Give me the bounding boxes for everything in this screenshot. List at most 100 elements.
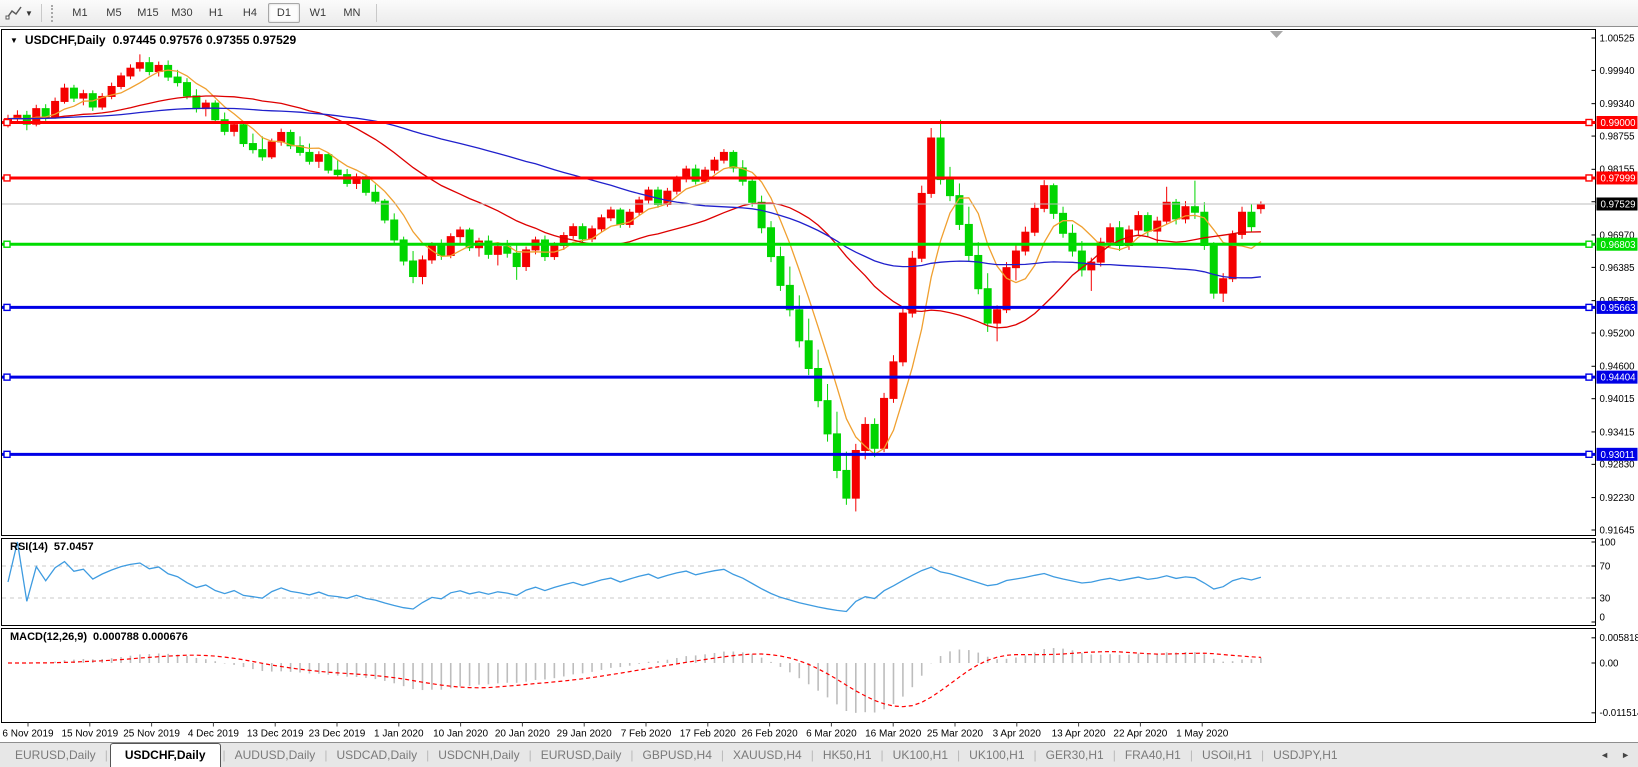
price-axis-tick-label: 0.99340 [1600, 99, 1636, 110]
date-axis-label: 25 Nov 2019 [123, 729, 180, 740]
chart-tab-usoil-h1-13[interactable]: USOil,H1 [1201, 748, 1252, 762]
toolbar-grip-handle[interactable] [50, 4, 57, 22]
chart-tab-usdcnh-daily-4[interactable]: USDCNH,Daily [438, 748, 520, 762]
timeframe-toolbar: ▼ M1 M5 M15 M30 H1 H4 D1 W1 MN [0, 0, 1638, 27]
chart-shift-marker-icon[interactable] [1270, 31, 1283, 38]
candle-body-bull [1256, 203, 1265, 210]
toolbar-dropdown-caret-icon[interactable]: ▼ [25, 8, 33, 18]
tab-separator: | [810, 748, 814, 762]
price-axis-tick-label: 0.98155 [1600, 165, 1635, 176]
hline-price-tag-0.93011-text: 0.93011 [1601, 450, 1635, 461]
timeframe-button-d1[interactable]: D1 [267, 3, 300, 23]
hline-handle-0.99000[interactable] [1585, 118, 1593, 127]
candle-body-bear [220, 119, 229, 132]
timeframe-button-m30[interactable]: M30 [171, 7, 193, 19]
timeframe-button-mn[interactable]: MN [343, 7, 361, 19]
chart-tab-usdchf-daily-1[interactable]: USDCHF,Daily [109, 743, 221, 767]
hline-handle-0.97999[interactable] [3, 174, 11, 182]
chart-tab-usdcad-daily-3[interactable]: USDCAD,Daily [336, 748, 418, 762]
timeframe-button-group: M1 M5 M15 M30 H1 H4 D1 W1 MN [64, 3, 368, 23]
candle-body-bull [861, 423, 870, 451]
candle-body-bull [1002, 267, 1011, 311]
chart-tab-ger30-h1-11[interactable]: GER30,H1 [1045, 748, 1104, 762]
hline-handle-0.99000[interactable] [3, 118, 11, 127]
candle-body-bull [635, 199, 644, 213]
tab-separator: | [880, 748, 884, 762]
candle-body-bull [230, 124, 239, 132]
date-axis-label: 13 Dec 2019 [247, 729, 304, 740]
chart-tab-bar: EURUSD,Daily | USDCHF,Daily | AUDUSD,Daily | U… [0, 742, 1638, 767]
toolbar-separator-end [375, 4, 377, 22]
hline-handle-0.96803[interactable] [1585, 240, 1593, 248]
candle-body-bull [908, 257, 917, 314]
timeframe-button-h4[interactable]: H4 [242, 7, 257, 19]
candle-body-bear [1059, 212, 1068, 234]
chart-tab-eurusd-daily-0[interactable]: EURUSD,Daily [15, 748, 96, 762]
timeframe-button-w1[interactable]: W1 [309, 7, 327, 19]
candle-body-bull [522, 249, 531, 268]
tab-scroll-right-icon[interactable]: ► [1621, 750, 1630, 760]
candle-body-bull [154, 64, 163, 73]
candle-body-bull [1181, 206, 1190, 220]
date-axis-label: 4 Dec 2019 [188, 729, 240, 740]
candle-body-bull [889, 361, 898, 399]
candle-body-bull [456, 229, 465, 238]
hline-handle-0.95663[interactable] [3, 303, 11, 312]
tab-separator: | [1112, 748, 1116, 762]
chart-context-caret-icon[interactable]: ▼ [10, 35, 18, 45]
chart-tab-hk50-h1-8[interactable]: HK50,H1 [822, 748, 872, 762]
hline-handle-0.94404[interactable] [3, 373, 11, 381]
chart-tab-uk100-h1-10[interactable]: UK100,H1 [969, 748, 1025, 762]
hline-handle-0.97999[interactable] [1585, 174, 1593, 182]
candle-body-bull [98, 95, 107, 108]
candle-body-bear [776, 256, 785, 286]
hline-price-tag-0.97999-box [1596, 171, 1638, 185]
hline-handle-0.94404[interactable] [1585, 373, 1593, 381]
candle-body-bull [993, 309, 1002, 324]
timeframe-button-h1[interactable]: H1 [208, 7, 223, 19]
candle-body-bear [785, 284, 794, 311]
tab-scroll-left-icon[interactable]: ◄ [1600, 750, 1610, 760]
candle-body-bear [1068, 232, 1077, 252]
date-axis-label: 1 May 2020 [1176, 729, 1229, 740]
chart-tab-eurusd-daily-5[interactable]: EURUSD,Daily [540, 748, 622, 762]
tab-separator: | [104, 748, 108, 762]
candle-body-bull [418, 259, 427, 278]
candle-body-bull [1238, 211, 1247, 235]
candle-body-bear [22, 114, 31, 125]
chart-tab-uk100-h1-9[interactable]: UK100,H1 [892, 748, 949, 762]
date-axis-label: 22 Apr 2020 [1113, 729, 1167, 740]
hline-price-tag-0.99000-box [1596, 115, 1638, 129]
hline-handle-0.93011[interactable] [1585, 450, 1593, 459]
rsi-axis-label: 100 [1600, 537, 1617, 548]
candle-body-bull [606, 209, 615, 219]
date-axis-label: 1 Jan 2020 [374, 729, 424, 740]
macd-values-label: 0.000788 0.000676 [93, 631, 188, 643]
price-axis-tick-label: 0.91645 [1600, 525, 1635, 536]
macd-axis-label: 0.00 [1600, 658, 1619, 669]
timeframe-button-m5[interactable]: M5 [106, 7, 122, 19]
tab-separator: | [528, 748, 532, 762]
line-studies-icon[interactable] [5, 5, 23, 21]
candle-body-bear [1049, 185, 1058, 214]
chart-canvas[interactable]: 1.00525 0.99940 0.99340 0.98755 0.98155 0.975… [0, 0, 1638, 742]
timeframe-button-m1[interactable]: M1 [72, 7, 88, 19]
chart-tab-xauusd-h4-7[interactable]: XAUUSD,H4 [733, 748, 802, 762]
date-axis-label: 26 Feb 2020 [742, 729, 799, 740]
chart-tab-usdjpy-h1-14[interactable]: USDJPY,H1 [1273, 748, 1338, 762]
hline-handle-0.95663[interactable] [1585, 303, 1593, 312]
hline-price-tag-0.94404-text: 0.94404 [1601, 373, 1637, 384]
timeframe-button-m15[interactable]: M15 [137, 7, 159, 19]
hline-handle-0.96803[interactable] [3, 240, 11, 248]
hline-handle-0.93011[interactable] [3, 450, 11, 459]
chart-tab-fra40-h1-12[interactable]: FRA40,H1 [1124, 748, 1181, 762]
chart-tab-audusd-daily-2[interactable]: AUDUSD,Daily [234, 748, 316, 762]
candle-body-bull [117, 75, 126, 87]
candle-body-bear [1172, 201, 1181, 220]
candle-body-bull [1134, 215, 1143, 231]
chart-tab-gbpusd-h4-6[interactable]: GBPUSD,H4 [642, 748, 712, 762]
candle-body-bull [1087, 261, 1096, 271]
rsi-axis-label: 0 [1600, 613, 1606, 624]
tab-separator: | [1260, 748, 1265, 762]
candle-body-bear [974, 254, 983, 290]
